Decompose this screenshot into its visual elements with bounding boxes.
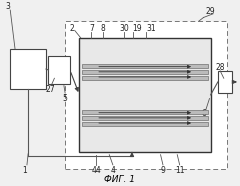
Text: 11: 11 bbox=[175, 166, 184, 175]
Bar bbox=[10, 49, 46, 89]
Text: 9: 9 bbox=[161, 166, 165, 175]
Text: 44: 44 bbox=[91, 166, 101, 175]
Bar bbox=[82, 122, 208, 126]
Bar bbox=[82, 64, 208, 68]
Bar bbox=[79, 38, 211, 152]
Text: 5: 5 bbox=[63, 94, 67, 103]
Text: ФИГ. 1: ФИГ. 1 bbox=[104, 175, 136, 184]
Bar bbox=[82, 70, 208, 74]
Text: 19: 19 bbox=[132, 24, 142, 33]
Bar bbox=[48, 56, 70, 84]
Text: 4: 4 bbox=[110, 166, 115, 175]
Bar bbox=[82, 76, 208, 80]
Bar bbox=[218, 71, 232, 93]
Text: 6: 6 bbox=[201, 109, 206, 118]
Text: 27: 27 bbox=[46, 85, 56, 94]
Text: 29: 29 bbox=[206, 7, 216, 16]
Text: 2: 2 bbox=[70, 24, 75, 33]
Text: 8: 8 bbox=[101, 24, 106, 33]
Text: 28: 28 bbox=[216, 63, 225, 72]
Bar bbox=[82, 110, 208, 114]
Text: 3: 3 bbox=[6, 2, 10, 11]
Text: 31: 31 bbox=[146, 24, 156, 33]
Bar bbox=[82, 116, 208, 120]
Text: 7: 7 bbox=[89, 24, 94, 33]
Bar bbox=[65, 21, 227, 169]
Text: 30: 30 bbox=[120, 24, 130, 33]
Text: 1: 1 bbox=[22, 166, 27, 175]
